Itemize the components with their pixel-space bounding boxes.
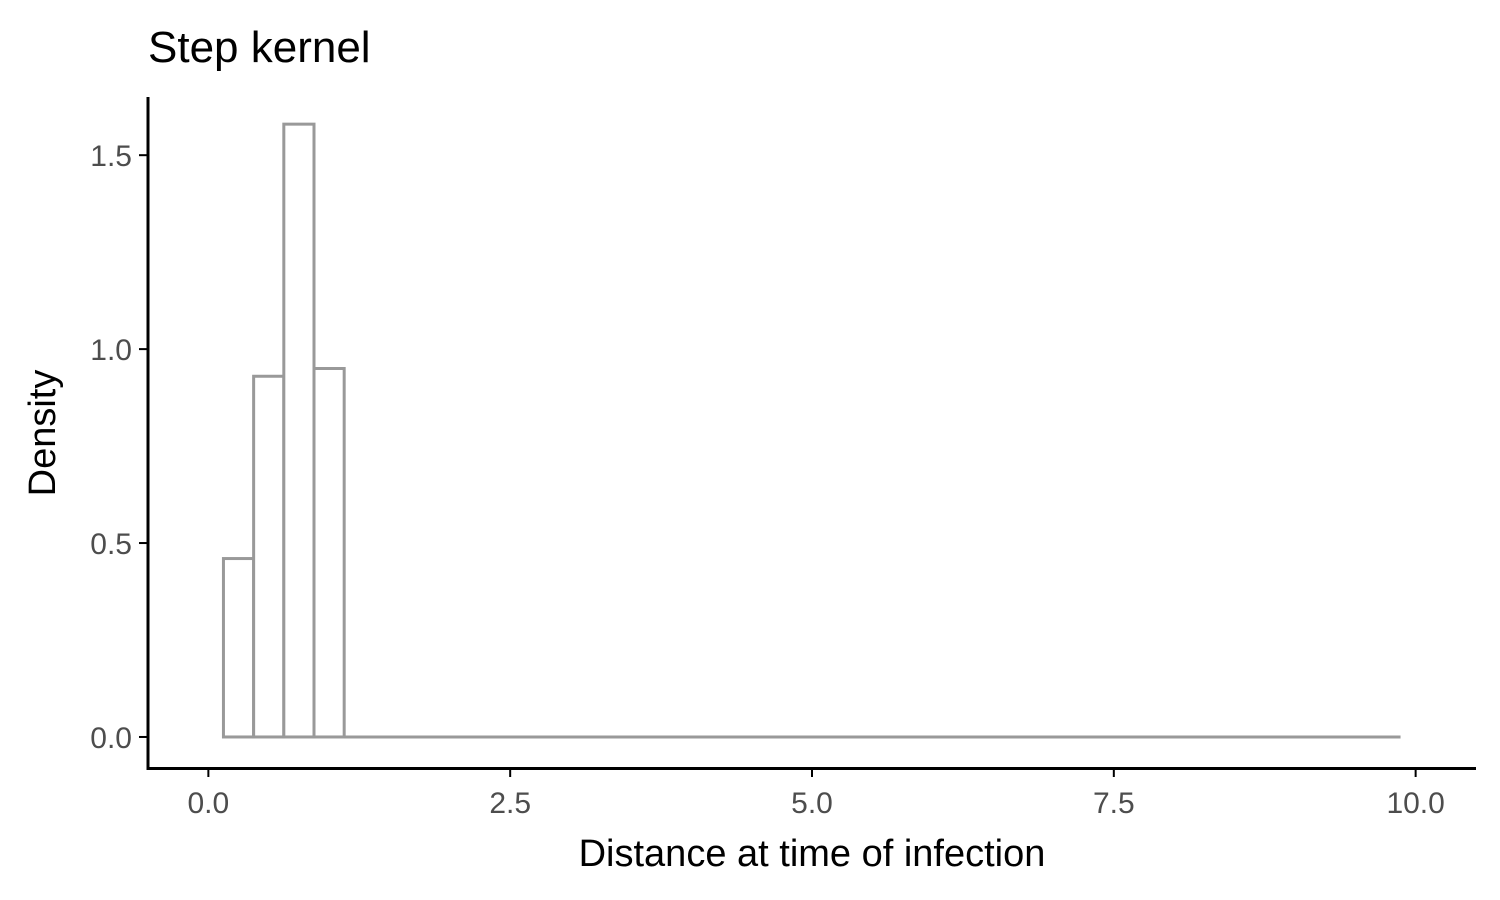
histogram-bar	[312, 367, 346, 739]
histogram-bars	[221, 122, 1401, 739]
x-axis-title: Distance at time of infection	[579, 833, 1046, 875]
y-axis-title: Density	[22, 370, 64, 497]
y-tick-label: 0.0	[90, 722, 132, 755]
histogram-bar	[282, 122, 316, 739]
histogram-bar	[221, 557, 256, 739]
chart-title: Step kernel	[148, 23, 371, 72]
x-tick-label: 5.0	[791, 787, 833, 820]
x-tick-label: 2.5	[489, 787, 531, 820]
histogram-bar	[252, 374, 286, 739]
y-tick-label: 1.5	[90, 140, 132, 173]
x-tick-label: 0.0	[188, 787, 230, 820]
x-tick-label: 10.0	[1386, 787, 1444, 820]
y-tick-label: 0.5	[90, 528, 132, 561]
x-axis-ticks: 0.0 2.5 5.0 7.5 10.0	[188, 768, 1445, 820]
y-tick-label: 1.0	[90, 334, 132, 367]
y-axis-ticks: 0.0 0.5 1.0 1.5	[90, 140, 148, 755]
x-tick-label: 7.5	[1093, 787, 1135, 820]
